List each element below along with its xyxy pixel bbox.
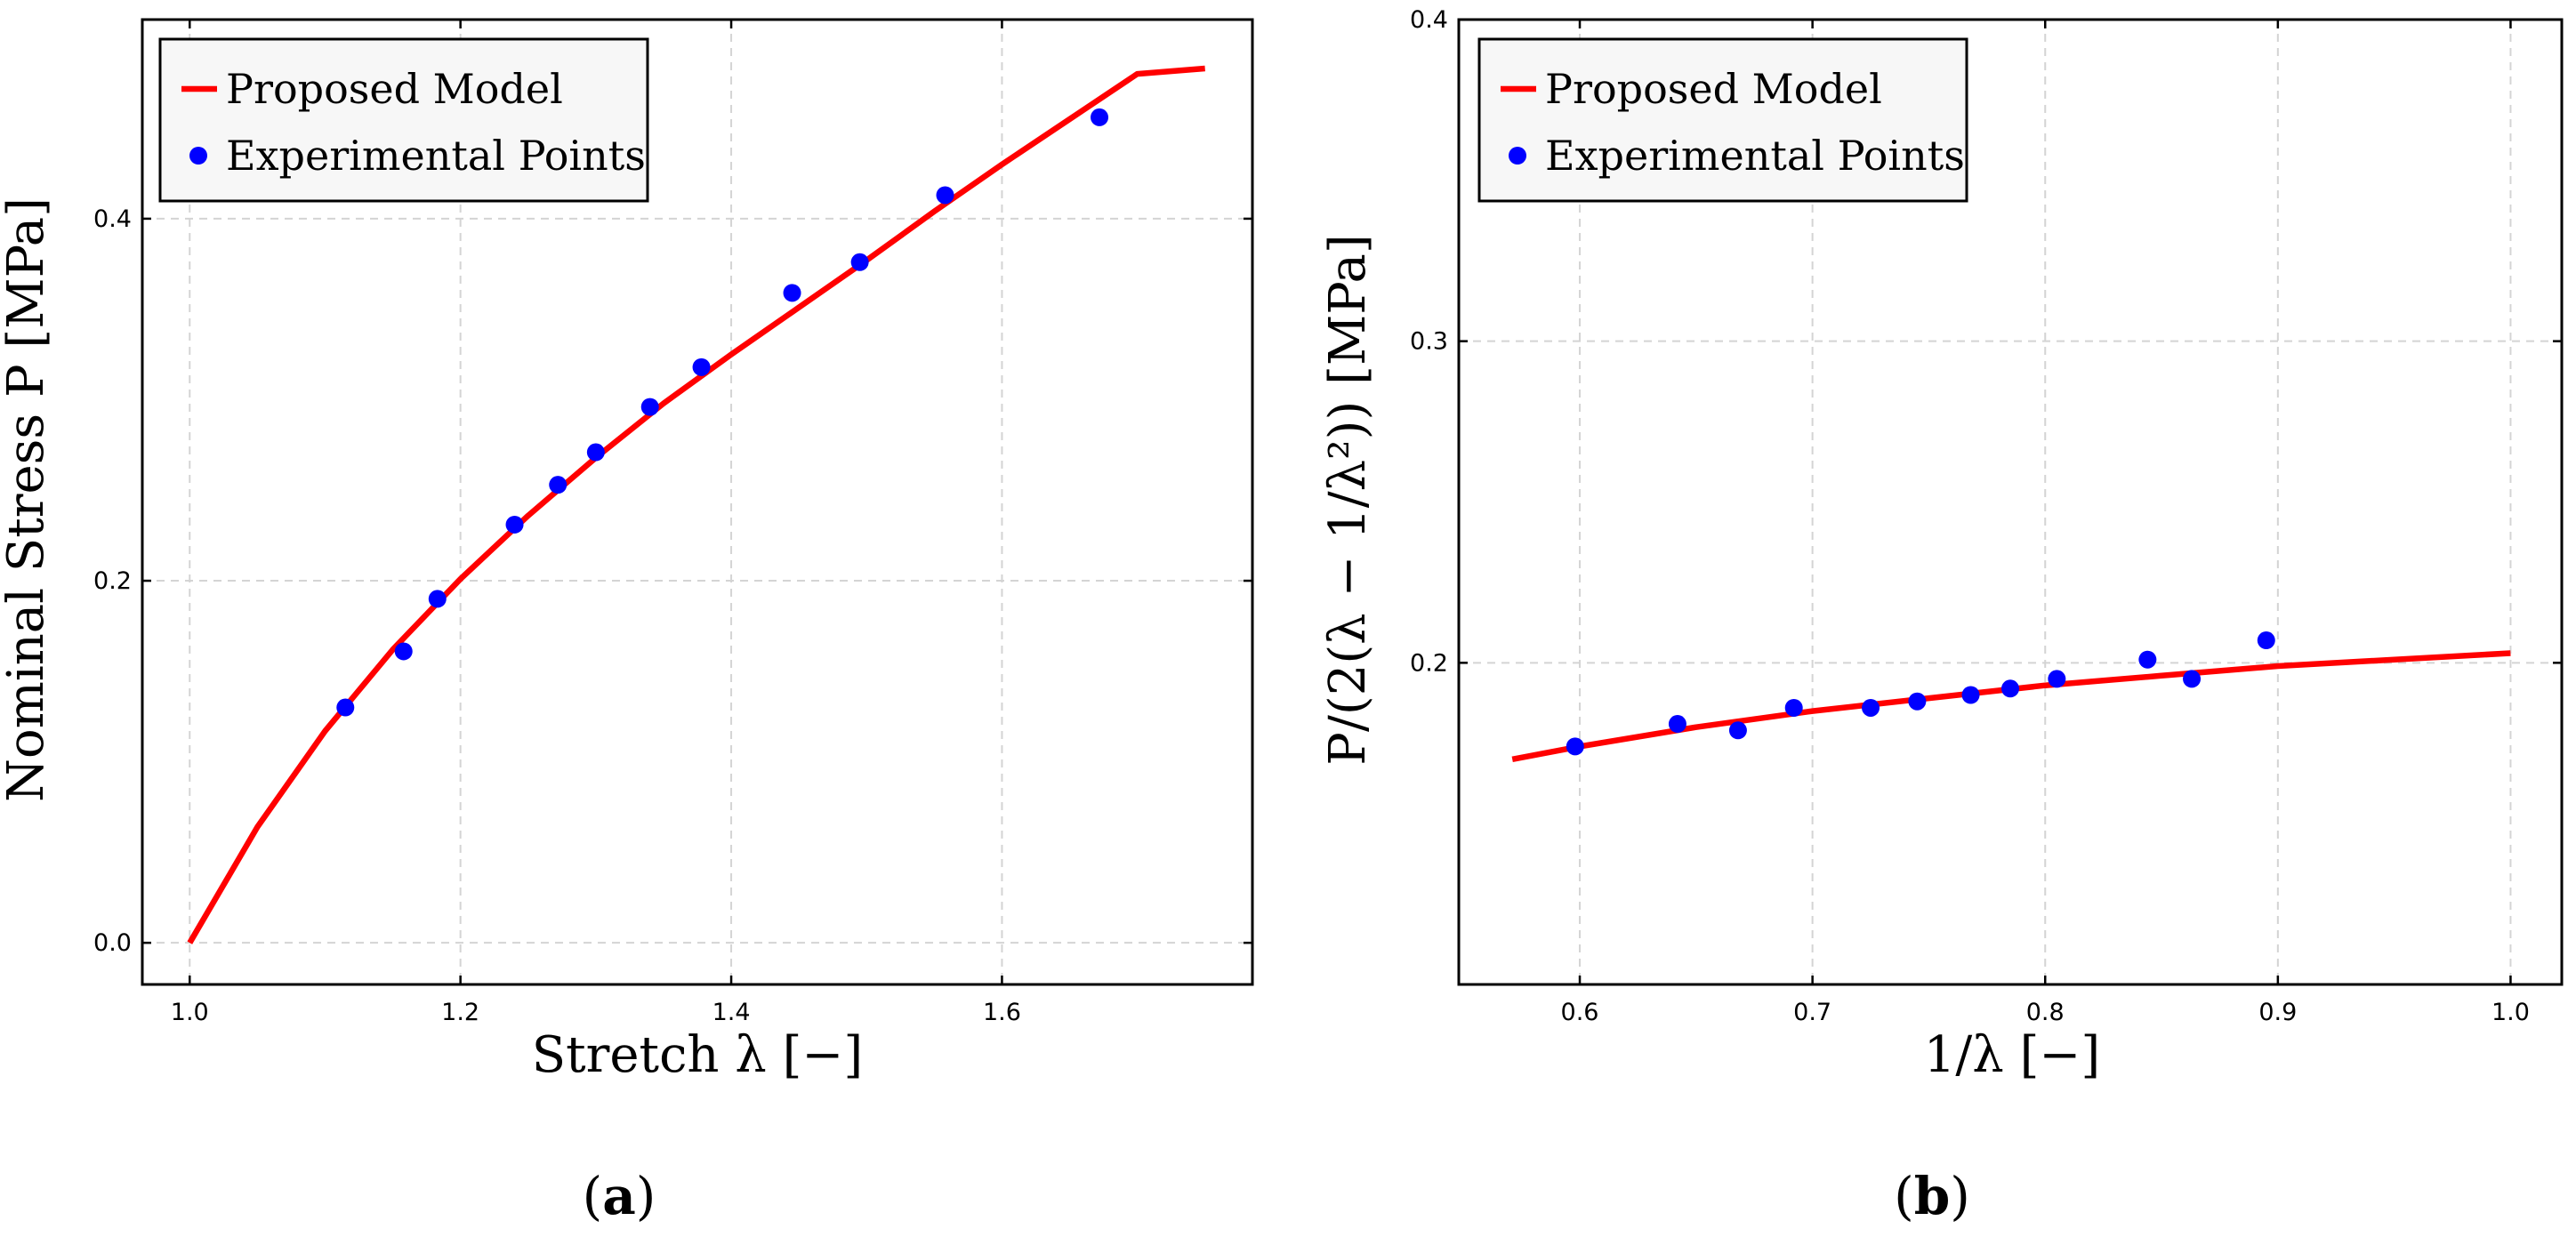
panel-a-chart: 1.0 1.2 1.4 1.6 0.0 0.2 0.4 Proposed Model Exper… xyxy=(0,18,1254,1226)
chart-b-experimental-point xyxy=(2257,631,2275,650)
chart-b-experimental-point xyxy=(1862,698,1880,717)
chart-b-experimental-point xyxy=(1668,715,1686,734)
chart-b-x-tick-label: 0.7 xyxy=(1793,999,1831,1026)
chart-a-experimental-point xyxy=(549,476,568,494)
chart-a-x-tick-label: 1.4 xyxy=(712,999,751,1026)
chart-b-experimental-point xyxy=(2183,670,2202,688)
chart-a-x-tick-label: 1.6 xyxy=(983,999,1021,1026)
chart-a-experimental-point xyxy=(692,357,711,376)
chart-a-experimental-point xyxy=(850,253,869,271)
chart-b-experimental-point xyxy=(2048,670,2066,688)
chart-a-experimental-point xyxy=(640,398,659,416)
chart-b-x-tick-label: 1.0 xyxy=(2491,999,2530,1026)
chart-a-y-tick-label: 0.0 xyxy=(93,929,132,957)
chart-a-legend-point-swatch xyxy=(189,147,207,165)
chart-b-experimental-point xyxy=(1784,698,1803,717)
chart-b-legend-label-model: Proposed Model xyxy=(1545,65,1882,113)
panel-b-chart: 0.6 0.7 0.8 0.9 1.0 0.2 0.3 0.4 Proposed Model Ex… xyxy=(1319,6,2564,1226)
chart-b-panel-label: (b) xyxy=(1894,1166,1970,1226)
chart-b-experimental-point xyxy=(1908,692,1927,711)
chart-a-y-axis-label: Nominal Stress P [MPa] xyxy=(0,197,55,802)
chart-b-y-axis-label: P/(2(λ − 1/λ²)) [MPa] xyxy=(1319,234,1377,765)
chart-a-x-tick-label: 1.0 xyxy=(171,999,209,1026)
chart-a-experimental-point xyxy=(505,515,524,534)
chart-b-x-tick-label: 0.8 xyxy=(2026,999,2065,1026)
chart-b-y-tick-label: 0.4 xyxy=(1410,6,1448,34)
chart-a-experimental-point xyxy=(586,443,605,462)
chart-b-y-tick-label: 0.3 xyxy=(1410,328,1448,356)
chart-a-experimental-point xyxy=(783,284,801,302)
chart-b-experimental-point xyxy=(2138,650,2157,669)
chart-a-model-line xyxy=(187,65,1205,944)
chart-b-experimental-point xyxy=(2001,679,2019,698)
chart-a-x-axis-label: Stretch λ [−] xyxy=(532,1026,863,1084)
chart-b-legend-point-swatch xyxy=(1509,147,1526,165)
chart-a-y-tick-label: 0.2 xyxy=(93,567,132,595)
chart-a-x-tick-label: 1.2 xyxy=(441,999,479,1026)
chart-b-y-tick-label: 0.2 xyxy=(1410,649,1448,677)
chart-a-legend-box xyxy=(158,37,649,203)
chart-b-legend-label-experimental: Experimental Points xyxy=(1545,132,1965,180)
chart-a-experimental-point xyxy=(428,590,447,608)
chart-a-legend-label-model: Proposed Model xyxy=(226,65,563,113)
chart-b-x-tick-label: 0.9 xyxy=(2258,999,2297,1026)
chart-a-experimental-point xyxy=(394,642,413,661)
chart-b-experimental-point xyxy=(1961,686,1980,704)
chart-a-y-tick-label: 0.4 xyxy=(93,205,132,233)
chart-b-model-line xyxy=(1511,650,2511,762)
chart-a-panel-label: (a) xyxy=(583,1166,656,1226)
chart-a-plot-frame xyxy=(141,18,1254,986)
chart-a-experimental-point xyxy=(936,186,954,205)
chart-b-experimental-point xyxy=(1566,737,1584,756)
chart-a-experimental-point xyxy=(336,698,355,717)
chart-b-plot-frame xyxy=(1457,18,2564,986)
chart-a-experimental-point xyxy=(1091,108,1109,126)
chart-b-experimental-point xyxy=(1728,721,1747,740)
chart-b-legend-box xyxy=(1477,37,1968,203)
chart-b-x-tick-label: 0.6 xyxy=(1561,999,1599,1026)
chart-b-x-axis-label: 1/λ [−] xyxy=(1924,1026,2100,1084)
chart-a-legend-label-experimental: Experimental Points xyxy=(226,132,646,180)
